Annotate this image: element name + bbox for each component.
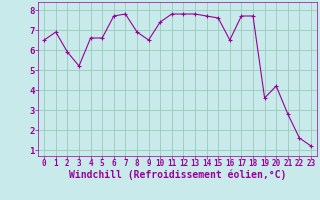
X-axis label: Windchill (Refroidissement éolien,°C): Windchill (Refroidissement éolien,°C) [69, 170, 286, 180]
